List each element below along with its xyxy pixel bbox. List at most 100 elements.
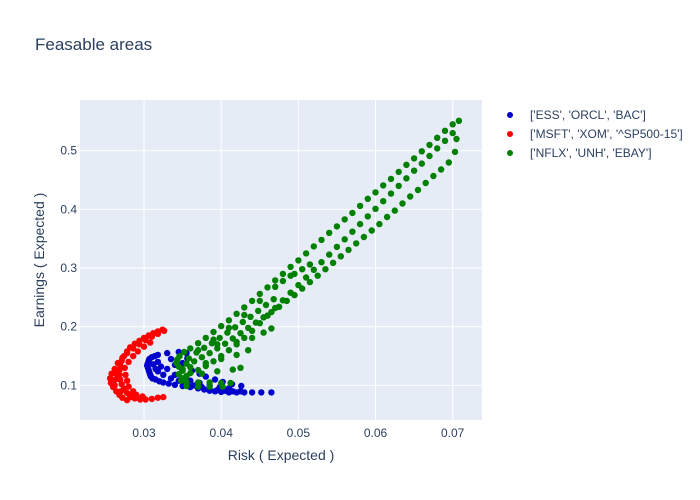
data-point — [268, 389, 275, 396]
data-point — [154, 394, 162, 401]
data-point — [403, 175, 410, 182]
data-point — [383, 213, 391, 221]
data-point — [198, 354, 206, 361]
data-point — [322, 266, 329, 273]
data-point — [360, 233, 368, 241]
legend-item[interactable]: ['ESS', 'ORCL', 'BAC'] — [507, 108, 646, 122]
data-point — [148, 333, 155, 340]
data-point — [175, 371, 182, 378]
data-point — [237, 330, 244, 337]
chart-title: Feasable areas — [35, 35, 152, 54]
y-tick-label: 0.4 — [60, 202, 77, 216]
y-tick-label: 0.2 — [60, 320, 77, 334]
data-point — [318, 236, 325, 244]
data-point — [326, 251, 333, 258]
data-point — [218, 322, 225, 330]
data-point — [123, 396, 131, 404]
data-point — [202, 334, 209, 342]
data-point — [418, 148, 425, 155]
data-point — [399, 200, 406, 207]
data-point — [302, 250, 310, 257]
y-tick-label: 0.5 — [60, 144, 77, 158]
data-point — [201, 344, 208, 351]
data-point — [160, 327, 168, 334]
legend-marker-icon — [507, 112, 513, 118]
data-point — [410, 155, 418, 162]
data-point — [233, 351, 240, 359]
data-point — [241, 311, 248, 319]
data-point — [255, 307, 262, 315]
data-point — [164, 365, 171, 373]
data-point — [441, 127, 449, 134]
data-point — [434, 145, 441, 152]
x-tick-label: 0.04 — [210, 426, 234, 440]
data-point — [310, 243, 317, 250]
data-point — [333, 223, 341, 230]
data-point — [310, 266, 317, 273]
data-point — [380, 182, 387, 189]
series-1-points — [106, 326, 168, 404]
data-point — [181, 348, 188, 356]
data-point — [306, 278, 314, 286]
data-point — [256, 297, 263, 305]
data-point — [123, 349, 131, 357]
data-point — [187, 364, 194, 371]
data-point — [119, 394, 126, 401]
data-point — [258, 389, 265, 396]
data-point — [211, 376, 219, 383]
data-point — [403, 161, 410, 168]
data-point — [130, 345, 137, 352]
data-point — [219, 383, 226, 390]
data-point — [387, 175, 395, 183]
data-point — [368, 227, 375, 234]
data-point — [216, 334, 223, 342]
data-point — [237, 364, 244, 371]
data-point — [130, 352, 137, 360]
data-point — [391, 207, 398, 214]
data-point — [198, 370, 206, 377]
data-point — [113, 370, 120, 377]
data-point — [455, 117, 463, 125]
data-point — [329, 259, 337, 266]
data-point — [160, 393, 167, 401]
legend-marker-icon — [507, 150, 513, 156]
legend-item[interactable]: ['MSFT', 'XOM', '^SP500-15'] — [507, 127, 683, 141]
data-point — [434, 134, 441, 141]
data-point — [418, 160, 425, 167]
legend-label: ['MSFT', 'XOM', '^SP500-15'] — [530, 127, 683, 141]
data-point — [445, 159, 452, 166]
data-point — [264, 284, 271, 291]
y-tick-labels: 0.1 0.2 0.3 0.4 0.5 — [60, 144, 77, 393]
data-point — [410, 167, 418, 174]
data-point — [233, 310, 240, 317]
data-point — [233, 338, 240, 346]
data-point — [160, 379, 167, 386]
data-point — [225, 347, 233, 354]
x-axis-title: Risk ( Expected ) — [228, 447, 335, 463]
data-point — [128, 393, 135, 401]
data-point — [238, 382, 245, 390]
data-point — [171, 381, 179, 388]
data-point — [119, 354, 126, 361]
data-point — [270, 296, 277, 303]
data-point — [407, 193, 414, 200]
data-point — [231, 324, 239, 331]
data-point — [227, 379, 234, 387]
data-point — [299, 285, 306, 292]
data-point — [262, 301, 270, 309]
data-point — [225, 317, 233, 324]
data-point — [441, 137, 449, 144]
legend[interactable]: ['ESS', 'ORCL', 'BAC'] ['MSFT', 'XOM', '^… — [507, 108, 683, 160]
data-point — [387, 190, 395, 197]
data-point — [187, 345, 194, 352]
data-point — [372, 205, 379, 212]
data-point — [165, 380, 172, 387]
data-point — [345, 246, 352, 254]
data-point — [214, 368, 221, 375]
data-point — [185, 355, 192, 362]
data-point — [229, 366, 236, 373]
data-point — [260, 329, 267, 336]
legend-item[interactable]: ['NFLX', 'UNH', 'EBAY'] — [507, 146, 652, 160]
data-point — [125, 358, 132, 366]
